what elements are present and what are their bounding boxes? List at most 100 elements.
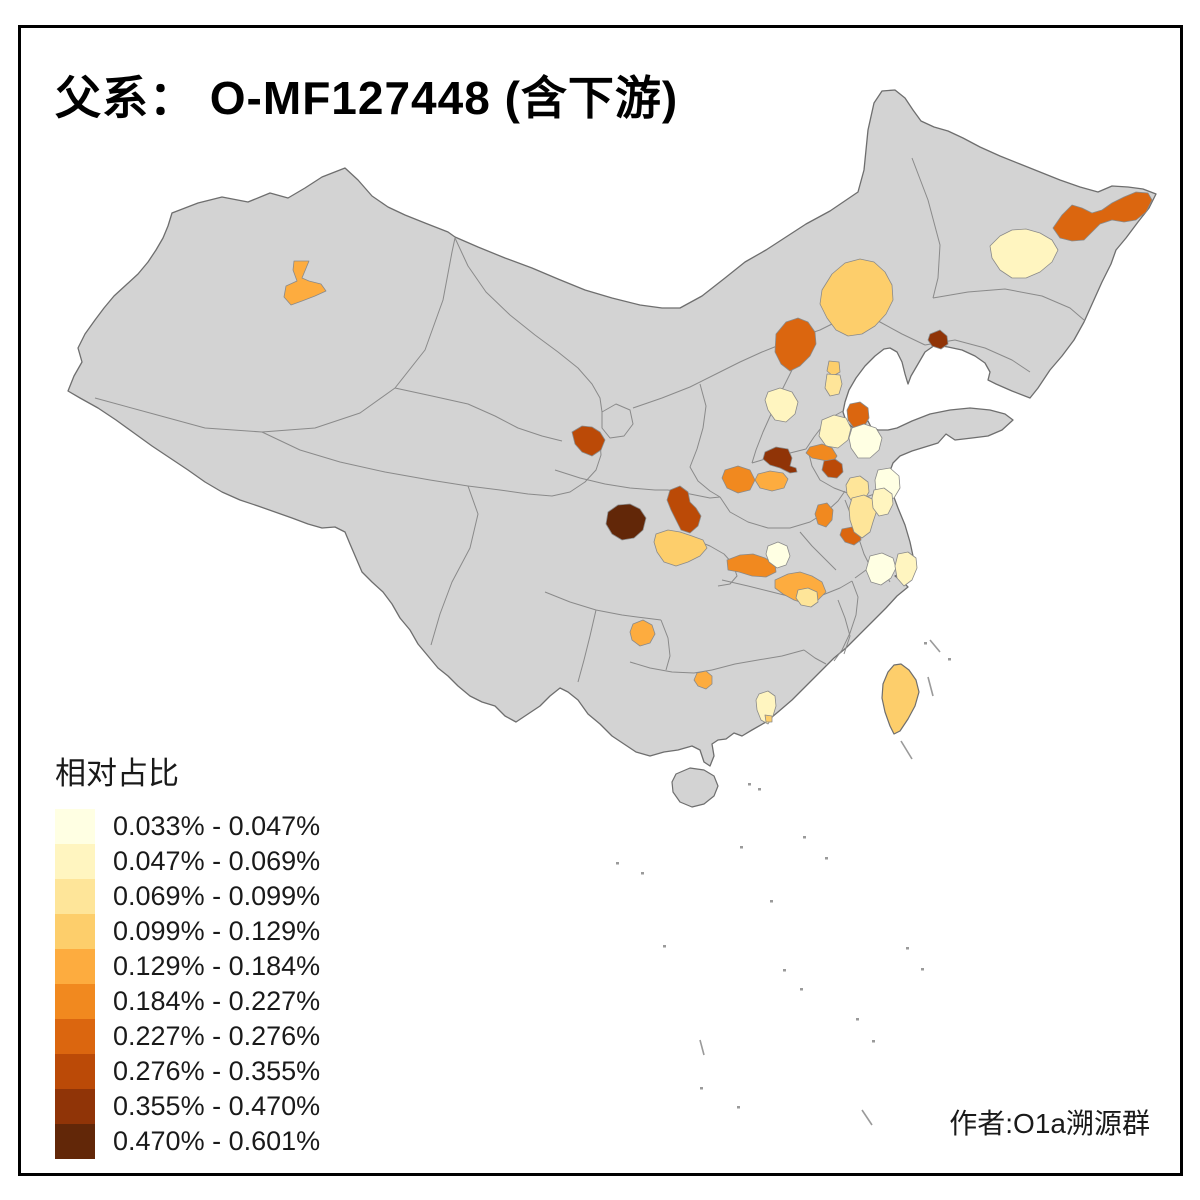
region-xuchang-pingdingshan — [754, 470, 789, 492]
region-nanjing-chuzhou — [865, 552, 897, 586]
legend-row-6: 0.184% - 0.227% — [55, 984, 320, 1019]
region-zhangjiakou — [774, 317, 817, 372]
province-border-2 — [261, 431, 469, 487]
legend-row-9: 0.355% - 0.470% — [55, 1089, 320, 1124]
region-yiyang — [795, 587, 819, 608]
province-border-28 — [799, 531, 837, 571]
small-island-11 — [872, 1040, 875, 1043]
province-border-22 — [660, 619, 671, 671]
legend-row-2: 0.047% - 0.069% — [55, 844, 320, 879]
page-title: 父系： O-MF127448 (含下游) — [55, 72, 679, 124]
legend-label-1: 0.033% - 0.047% — [113, 811, 321, 841]
plot-border-frame — [18, 25, 1183, 1176]
region-nanchong-suining — [653, 529, 708, 567]
region-beijing-south — [824, 373, 843, 397]
region-liuzhou — [693, 670, 713, 690]
small-island-3 — [616, 862, 619, 865]
legend-label-4: 0.099% - 0.129% — [113, 916, 321, 946]
legend-swatch-3 — [55, 879, 95, 914]
china-mainland — [67, 89, 1157, 767]
region-mianyang — [666, 485, 702, 534]
region-jinan-area — [818, 414, 852, 449]
province-border-30 — [932, 288, 1085, 321]
small-island-9 — [800, 988, 803, 991]
region-jingmen — [765, 541, 791, 569]
island-chain-dash-1 — [927, 676, 934, 697]
region-dingxi-tianshui — [571, 425, 606, 457]
legend-label-5: 0.129% - 0.184% — [113, 951, 321, 981]
legend-swatch-4 — [55, 914, 95, 949]
legend-title: 相对占比 — [55, 756, 179, 791]
region-dongying — [846, 401, 870, 429]
region-jiamusi-hegang — [1052, 191, 1153, 242]
small-island-5 — [663, 945, 666, 948]
region-taiwan — [881, 663, 920, 735]
province-border-10 — [751, 369, 793, 464]
legend-label-10: 0.470% - 0.601% — [113, 1126, 321, 1156]
province-border-25 — [837, 599, 851, 655]
region-huaibei — [871, 487, 894, 517]
small-island-14 — [770, 900, 773, 903]
region-chengdu — [605, 503, 647, 541]
legend-row-7: 0.227% - 0.276% — [55, 1019, 320, 1054]
province-border-20 — [577, 609, 597, 683]
province-border-29 — [911, 157, 941, 299]
legend-swatch-8 — [55, 1054, 95, 1089]
province-border-6 — [454, 237, 603, 413]
province-border-9 — [689, 383, 721, 498]
small-island-2 — [825, 857, 828, 860]
island-chain-dash-5 — [929, 639, 941, 653]
province-border-15 — [833, 580, 859, 662]
province-border-19 — [544, 591, 662, 621]
region-jining — [821, 458, 844, 479]
small-island-1 — [740, 846, 743, 849]
province-border-3 — [430, 485, 479, 646]
small-island-12 — [906, 947, 909, 950]
region-chifeng — [819, 258, 894, 337]
legend-row-8: 0.276% - 0.355% — [55, 1054, 320, 1089]
province-border-4 — [394, 387, 563, 442]
region-luoyang — [721, 465, 756, 494]
small-island-4 — [641, 872, 644, 875]
province-border-16 — [554, 469, 668, 491]
province-border-24 — [803, 649, 827, 665]
region-benxi — [927, 329, 949, 350]
island-chain-dash-2 — [900, 740, 913, 760]
region-harbin — [989, 228, 1059, 279]
legend-swatch-2 — [55, 844, 95, 879]
region-xuzhou — [848, 494, 878, 539]
region-enshi-yichang — [726, 553, 777, 578]
region-urumqi-changji — [283, 260, 327, 306]
author-credit: 作者:O1a溯源群 — [949, 1108, 1150, 1139]
small-island-10 — [856, 1018, 859, 1021]
island-chain-dash-4 — [699, 1039, 705, 1056]
province-border-23 — [711, 649, 805, 671]
legend: 相对占比 0.033% - 0.047% 0.047% - 0.069% 0.069… — [55, 748, 320, 1159]
legend-label-7: 0.227% - 0.276% — [113, 1021, 321, 1051]
small-island-17 — [758, 788, 761, 791]
province-border-13 — [719, 490, 846, 529]
legend-swatch-7 — [55, 1019, 95, 1054]
legend-row-4: 0.099% - 0.129% — [55, 914, 320, 949]
province-border-7 — [601, 403, 634, 439]
legend-row-3: 0.069% - 0.099% — [55, 879, 320, 914]
legend-label-9: 0.355% - 0.470% — [113, 1091, 321, 1121]
hainan-island — [671, 767, 719, 808]
legend-row-1: 0.033% - 0.047% — [55, 809, 320, 844]
region-shenzhen — [764, 714, 773, 723]
region-shijiazhuang-baoding — [764, 387, 799, 423]
region-fuyang-zhoukou — [814, 502, 834, 528]
small-island-19 — [948, 658, 951, 661]
region-zhengzhou — [762, 446, 798, 474]
legend-row-10: 0.470% - 0.601% — [55, 1124, 320, 1159]
legend-rows: 0.033% - 0.047% 0.047% - 0.069% 0.069% - 0… — [55, 809, 320, 1159]
island-chain-dash-3 — [861, 1109, 873, 1126]
legend-swatch-1 — [55, 809, 95, 844]
province-border-1 — [94, 237, 456, 433]
legend-swatch-10 — [55, 1124, 95, 1159]
region-shanghai-suzhou — [894, 551, 918, 587]
small-island-16 — [748, 783, 751, 786]
small-island-8 — [783, 969, 786, 972]
